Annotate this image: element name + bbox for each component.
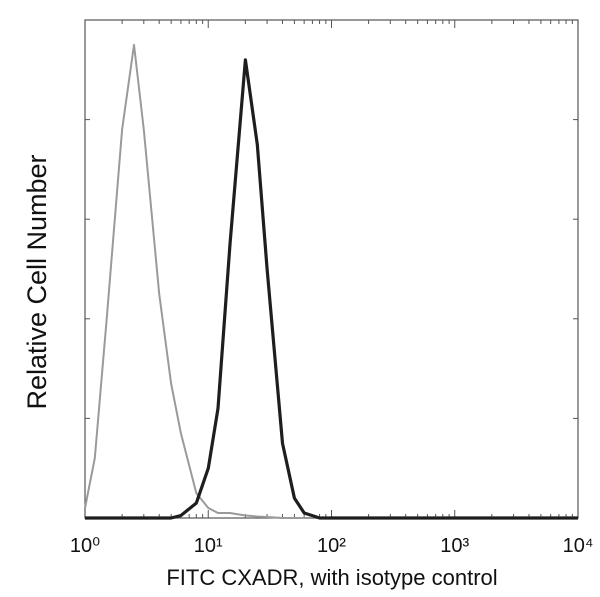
x-axis-label: FITC CXADR, with isotype control: [166, 565, 497, 590]
x-tick-label: 10⁰: [70, 535, 100, 557]
x-tick-label: 10²: [317, 535, 346, 557]
x-tick-label: 10³: [440, 535, 469, 557]
histogram-line: [84, 43, 578, 519]
plot-frame: [84, 19, 579, 519]
y-axis-label: Relative Cell Number: [22, 154, 52, 409]
histogram-line: [85, 58, 578, 520]
x-tick-label: 10¹: [194, 535, 223, 557]
x-tick-label: 10⁴: [563, 535, 594, 557]
